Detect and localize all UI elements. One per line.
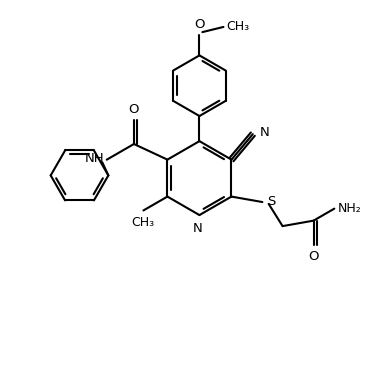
Text: N: N <box>193 222 203 235</box>
Text: O: O <box>308 250 319 263</box>
Text: CH₃: CH₃ <box>131 216 154 229</box>
Text: NH₂: NH₂ <box>338 202 362 215</box>
Text: N: N <box>260 126 269 139</box>
Text: NH: NH <box>85 152 105 165</box>
Text: O: O <box>129 102 139 115</box>
Text: O: O <box>194 18 205 31</box>
Text: S: S <box>267 195 276 208</box>
Text: CH₃: CH₃ <box>226 20 250 33</box>
